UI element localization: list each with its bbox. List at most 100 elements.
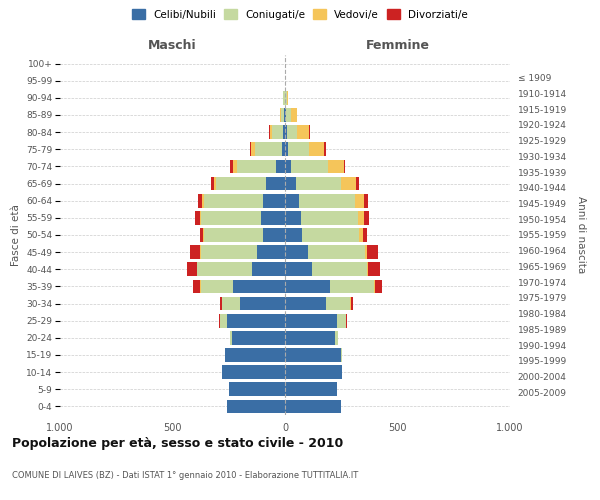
Bar: [222, 366, 285, 379]
Bar: [299, 194, 355, 207]
Bar: [343, 160, 346, 173]
Bar: [374, 280, 382, 293]
Bar: [257, 246, 285, 259]
Bar: [285, 211, 301, 224]
Bar: [230, 160, 233, 173]
Bar: [193, 280, 200, 293]
Bar: [285, 400, 341, 413]
Bar: [222, 296, 240, 310]
Bar: [284, 108, 285, 122]
Bar: [285, 366, 343, 379]
Bar: [202, 194, 204, 207]
Bar: [230, 331, 232, 344]
Bar: [276, 160, 285, 173]
Bar: [204, 228, 263, 242]
Bar: [204, 194, 263, 207]
Bar: [251, 142, 254, 156]
Bar: [346, 314, 347, 328]
Bar: [285, 382, 337, 396]
Y-axis label: Fasce di età: Fasce di età: [11, 204, 20, 266]
Bar: [200, 246, 257, 259]
Bar: [217, 176, 266, 190]
Bar: [285, 331, 335, 344]
Bar: [325, 296, 350, 310]
Bar: [226, 348, 285, 362]
Bar: [232, 331, 285, 344]
Bar: [197, 262, 253, 276]
Bar: [233, 160, 236, 173]
Bar: [211, 176, 214, 190]
Bar: [328, 160, 343, 173]
Bar: [263, 194, 285, 207]
Bar: [302, 228, 359, 242]
Bar: [368, 262, 380, 276]
Bar: [263, 228, 285, 242]
Bar: [359, 228, 362, 242]
Bar: [285, 108, 286, 122]
Bar: [285, 314, 337, 328]
Bar: [285, 348, 341, 362]
Bar: [356, 176, 359, 190]
Bar: [285, 246, 308, 259]
Bar: [262, 211, 285, 224]
Bar: [227, 400, 285, 413]
Bar: [350, 296, 353, 310]
Bar: [200, 211, 262, 224]
Bar: [285, 194, 299, 207]
Bar: [236, 160, 276, 173]
Bar: [308, 246, 365, 259]
Bar: [253, 262, 285, 276]
Bar: [364, 211, 368, 224]
Bar: [220, 296, 222, 310]
Bar: [365, 246, 367, 259]
Bar: [364, 194, 368, 207]
Legend: Celibi/Nubili, Coniugati/e, Vedovi/e, Divorziati/e: Celibi/Nubili, Coniugati/e, Vedovi/e, Di…: [128, 5, 472, 24]
Bar: [358, 211, 364, 224]
Bar: [285, 280, 330, 293]
Text: Popolazione per età, sesso e stato civile - 2010: Popolazione per età, sesso e stato civil…: [12, 437, 343, 450]
Bar: [296, 176, 341, 190]
Bar: [286, 108, 290, 122]
Bar: [341, 348, 342, 362]
Bar: [341, 176, 356, 190]
Bar: [272, 126, 283, 139]
Bar: [220, 314, 227, 328]
Bar: [280, 108, 281, 122]
Bar: [199, 211, 200, 224]
Bar: [335, 331, 338, 344]
Bar: [287, 126, 297, 139]
Y-axis label: Anni di nascita: Anni di nascita: [577, 196, 586, 274]
Bar: [285, 160, 290, 173]
Bar: [290, 108, 298, 122]
Bar: [250, 142, 251, 156]
Bar: [203, 228, 204, 242]
Bar: [281, 108, 284, 122]
Bar: [312, 262, 367, 276]
Bar: [330, 280, 374, 293]
Bar: [233, 280, 285, 293]
Bar: [200, 280, 233, 293]
Bar: [289, 142, 308, 156]
Bar: [195, 211, 199, 224]
Bar: [266, 176, 285, 190]
Bar: [229, 382, 285, 396]
Bar: [285, 142, 289, 156]
Bar: [362, 228, 367, 242]
Bar: [283, 126, 285, 139]
Bar: [286, 91, 287, 104]
Bar: [240, 296, 285, 310]
Bar: [190, 246, 200, 259]
Bar: [301, 211, 358, 224]
Bar: [287, 91, 288, 104]
Text: Femmine: Femmine: [365, 40, 430, 52]
Bar: [270, 126, 272, 139]
Bar: [297, 126, 310, 139]
Bar: [355, 194, 364, 207]
Bar: [337, 314, 346, 328]
Bar: [198, 194, 202, 207]
Bar: [367, 262, 368, 276]
Bar: [283, 91, 284, 104]
Text: COMUNE DI LAIVES (BZ) - Dati ISTAT 1° gennaio 2010 - Elaborazione TUTTITALIA.IT: COMUNE DI LAIVES (BZ) - Dati ISTAT 1° ge…: [12, 471, 358, 480]
Bar: [200, 228, 203, 242]
Bar: [227, 314, 285, 328]
